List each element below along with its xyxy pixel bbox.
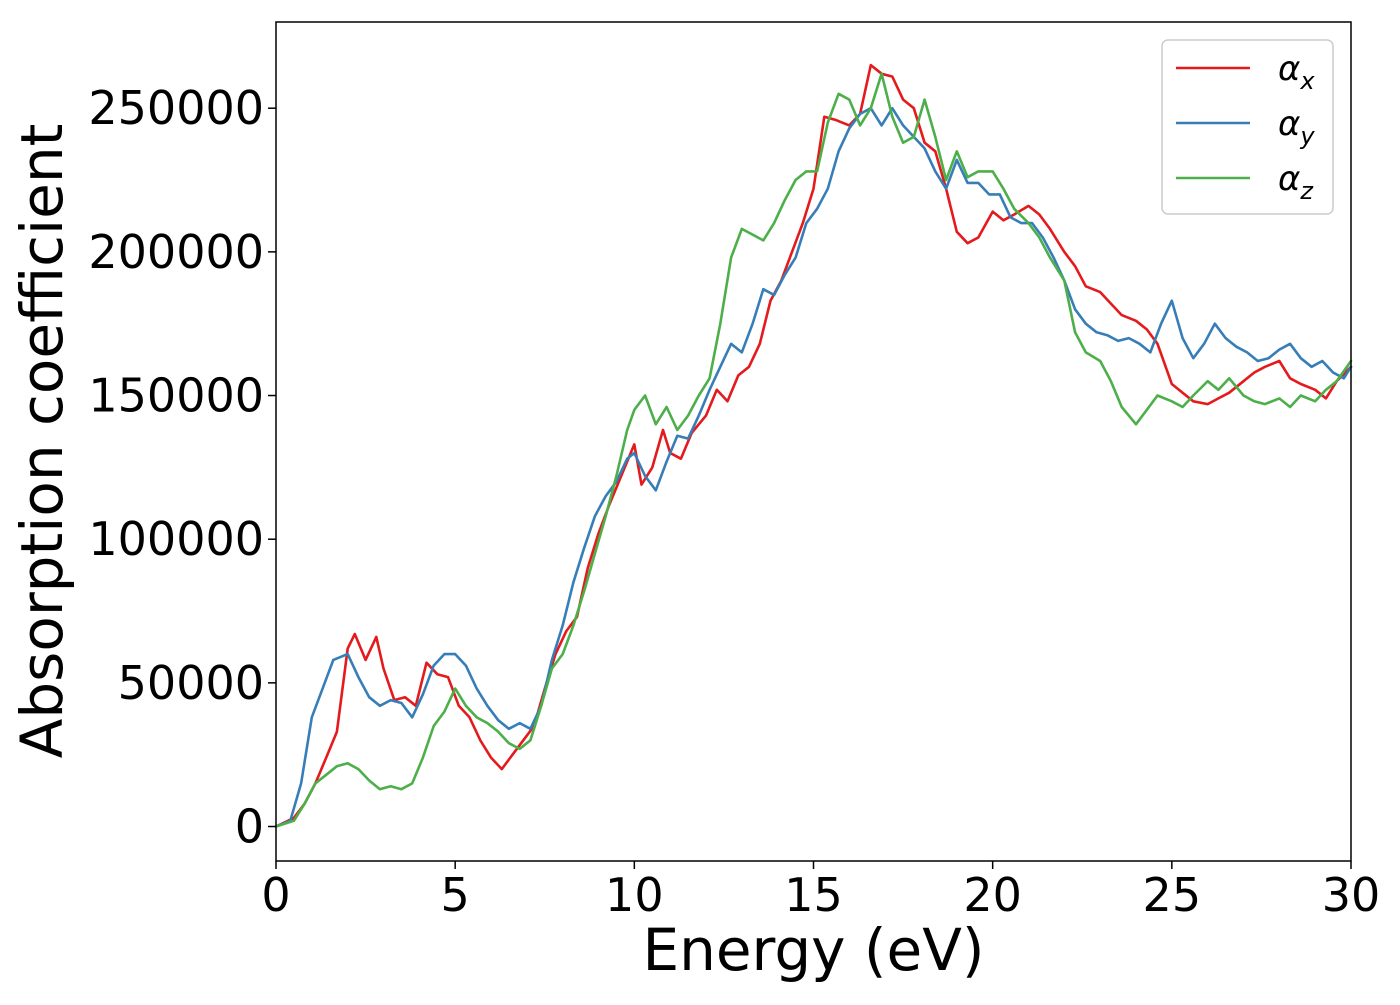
x-axis-title: Energy (eV) xyxy=(642,916,984,984)
series-layer xyxy=(274,63,1353,828)
legend-label-subscript: y xyxy=(1299,122,1315,150)
legend-label-subscript: x xyxy=(1299,67,1315,95)
y-axis-title: Absorption coefficient xyxy=(8,124,76,759)
x-tick-label: 0 xyxy=(261,868,290,922)
x-tick-label: 20 xyxy=(963,868,1022,922)
x-tick-label: 25 xyxy=(1143,868,1202,922)
x-tick-label: 15 xyxy=(784,868,843,922)
x-tick-label: 30 xyxy=(1322,868,1381,922)
x-tick-label: 5 xyxy=(441,868,470,922)
legend-label-y: αy xyxy=(1278,104,1315,150)
legend-box xyxy=(1161,39,1334,215)
y-tick-label: 100000 xyxy=(88,512,264,566)
legend-label-base: α xyxy=(1278,104,1300,144)
series-line-z xyxy=(274,72,1353,828)
y-tick-label: 50000 xyxy=(118,656,264,710)
series-line-x xyxy=(274,63,1353,828)
series-line-y xyxy=(274,106,1353,828)
y-tick-label: 200000 xyxy=(88,225,264,279)
x-tick-label: 10 xyxy=(605,868,664,922)
legend-label-subscript: z xyxy=(1299,177,1314,205)
legend-label-z: αz xyxy=(1278,159,1314,205)
y-tick-label: 250000 xyxy=(88,81,264,135)
x-axis: 0 5 10 15 20 25 30 xyxy=(261,861,1380,922)
legend-label-x: αx xyxy=(1278,49,1315,95)
y-tick-label: 150000 xyxy=(88,369,264,423)
y-axis: 0 50000 100000 150000 200000 250000 xyxy=(88,81,276,854)
y-tick-label: 0 xyxy=(235,800,264,854)
legend-label-base: α xyxy=(1278,49,1300,89)
legend-label-base: α xyxy=(1278,159,1300,199)
